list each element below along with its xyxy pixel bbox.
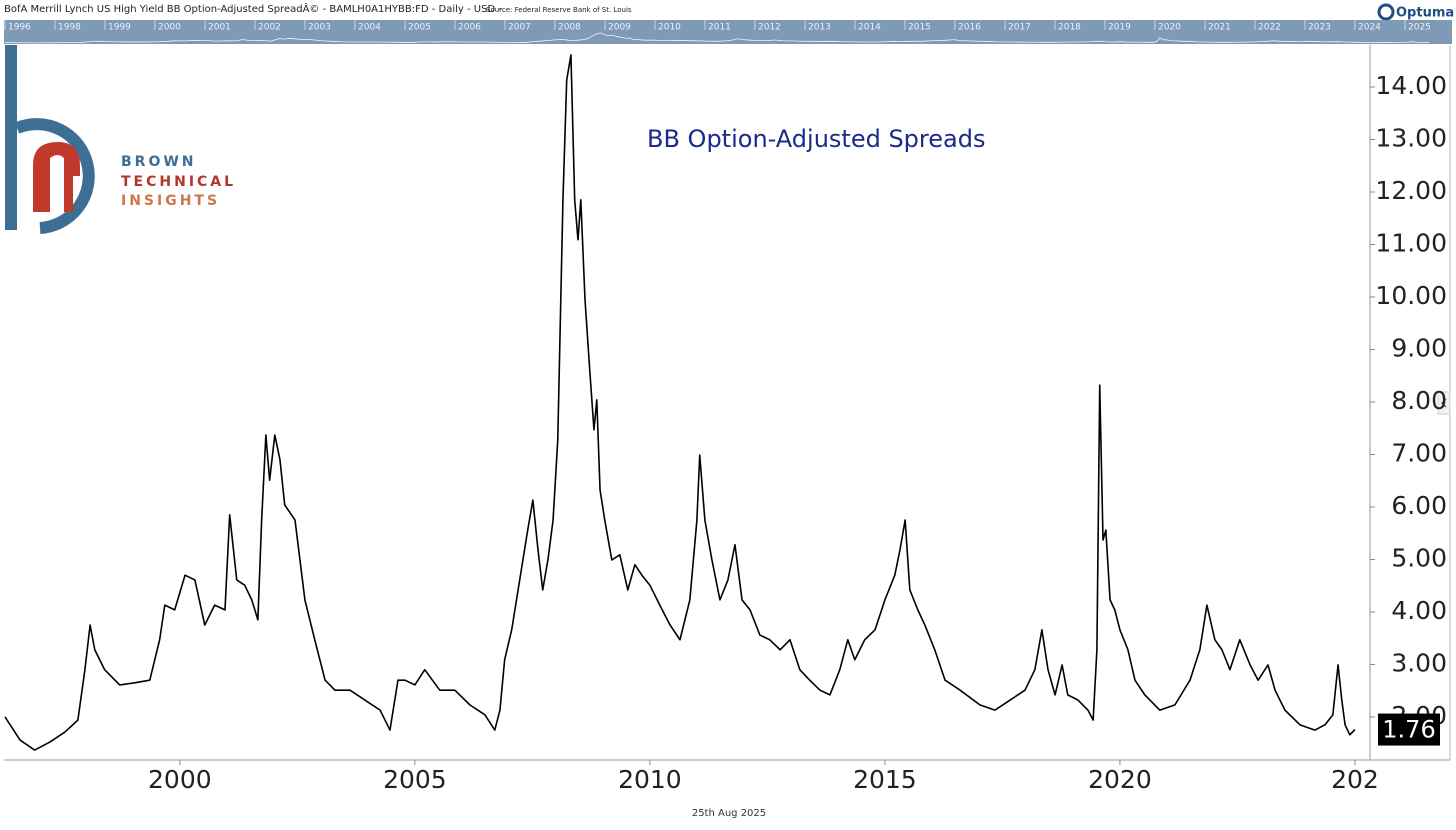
brand: Optuma <box>1377 3 1454 21</box>
y-tick-label: 14.00 <box>1375 71 1447 100</box>
navigator-year: 2005 <box>408 23 431 33</box>
y-tick-label: 12.00 <box>1375 176 1447 205</box>
navigator-year: 2019 <box>1108 23 1131 33</box>
y-tick-label: 7.00 <box>1391 438 1447 467</box>
collapse-button-icon[interactable] <box>1440 398 1447 408</box>
collapse-button[interactable] <box>1437 391 1451 415</box>
navigator-year: 1999 <box>108 23 131 33</box>
last-value-label: 1.76 <box>1382 716 1435 744</box>
navigator-year: 2006 <box>458 23 481 33</box>
brand-icon <box>1377 3 1395 21</box>
header-source: Source: Federal Reserve Bank of St. Loui… <box>486 6 632 14</box>
navigator-year: 2023 <box>1308 23 1331 33</box>
collapse-button-box[interactable] <box>1437 391 1451 415</box>
navigator-year: 2010 <box>658 23 681 33</box>
logo-text: TECHNICAL <box>121 174 236 190</box>
brand-name: Optuma <box>1396 6 1454 21</box>
header-title: BofA Merrill Lynch US High Yield BB Opti… <box>4 2 502 15</box>
navigator-year: 2014 <box>858 23 881 33</box>
logo-mark <box>33 142 80 212</box>
navigator-year: 2000 <box>158 23 181 33</box>
y-tick-label: 5.00 <box>1391 543 1447 572</box>
navigator-labels: 1996 1998 1999 2000 2001 2002 2003 2004 2005 2006… <box>4 20 1431 33</box>
footer-date: 25th Aug 2025 <box>692 808 766 819</box>
y-tick-label: 6.00 <box>1391 491 1447 520</box>
navigator-line <box>4 32 1430 44</box>
navigator-year: 2003 <box>308 23 331 33</box>
y-tick-label: 9.00 <box>1391 333 1447 362</box>
y-tick-label: 4.00 <box>1391 596 1447 625</box>
x-tick-label: 2005 <box>383 765 447 794</box>
x-tick-label: 2020 <box>1088 765 1152 794</box>
navigator-year: 2024 <box>1358 23 1381 33</box>
navigator-year: 1998 <box>58 23 81 33</box>
annotation: BB Option-Adjusted Spreads <box>647 125 985 153</box>
y-tick-label: 10.00 <box>1375 281 1447 310</box>
logo-arc <box>14 118 95 234</box>
navigator-year: 2007 <box>508 23 531 33</box>
logo: BROWN TECHNICAL INSIGHTS <box>5 45 236 234</box>
y-tick-label: 8.00 <box>1391 386 1447 415</box>
navigator-year: 2013 <box>808 23 831 33</box>
x-tick-label: 2010 <box>618 765 682 794</box>
line-series <box>4 54 1356 751</box>
navigator-year: 2004 <box>358 23 381 33</box>
navigator-year: 2008 <box>558 23 581 33</box>
x-tick-label: 202 <box>1331 765 1379 794</box>
navigator-year: 2002 <box>258 23 281 33</box>
navigator-year: 2011 <box>708 23 731 33</box>
navigator-year: 2021 <box>1208 23 1231 33</box>
navigator-year: 2020 <box>1158 23 1181 33</box>
logo-bar <box>5 45 17 230</box>
x-tick-label: 2015 <box>853 765 917 794</box>
y-tick-label: 13.00 <box>1375 123 1447 152</box>
navigator-year: 2018 <box>1058 23 1081 33</box>
navigator-year: 2001 <box>208 23 231 33</box>
navigator-year: 1996 <box>8 23 31 33</box>
navigator-year: 2022 <box>1258 23 1281 33</box>
navigator-year: 2015 <box>908 23 931 33</box>
y-tick-label: 11.00 <box>1375 228 1447 257</box>
navigator-year: 2009 <box>608 23 631 33</box>
logo-text: INSIGHTS <box>121 193 220 209</box>
last-value-box <box>1378 713 1440 746</box>
y-tick-label: 3.00 <box>1391 648 1447 677</box>
navigator-year: 2017 <box>1008 23 1031 33</box>
navigator-year: 2025 <box>1408 23 1431 33</box>
navigator-year: 2012 <box>758 23 781 33</box>
navigator-year: 2016 <box>958 23 981 33</box>
x-tick-label: 2000 <box>148 765 212 794</box>
logo-text: BROWN <box>121 154 197 170</box>
